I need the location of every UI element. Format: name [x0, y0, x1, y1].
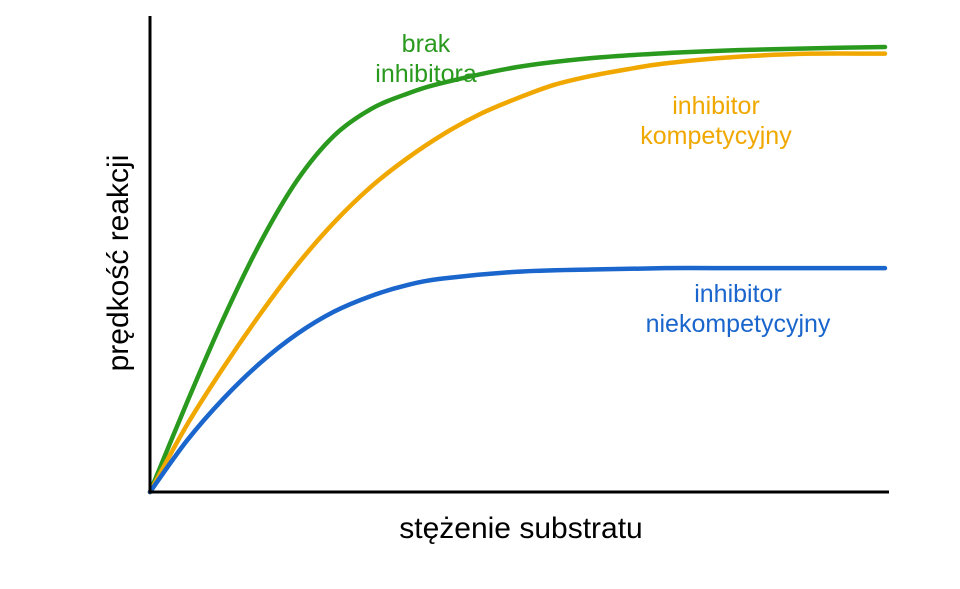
series-label-line: niekompetycyjny — [646, 310, 831, 338]
series-label-2: inhibitor kompetycyjny — [640, 92, 792, 150]
series-label-line: brak — [402, 30, 451, 58]
series-line-2 — [147, 51, 888, 495]
series-label-1: brak inhibitora — [375, 30, 477, 88]
series-label-3: inhibitor niekompetycyjny — [646, 280, 831, 338]
x-axis-label: stężenie substratu — [399, 512, 642, 545]
series-layer — [147, 44, 888, 495]
y-axis-label: prędkość reakcji — [102, 155, 135, 372]
series-label-line: inhibitor — [672, 92, 760, 120]
series-line-1 — [147, 44, 888, 495]
series-label-line: inhibitora — [375, 60, 477, 88]
series-line-3 — [147, 265, 888, 495]
series-label-line: kompetycyjny — [640, 122, 792, 150]
series-label-line: inhibitor — [694, 280, 782, 308]
